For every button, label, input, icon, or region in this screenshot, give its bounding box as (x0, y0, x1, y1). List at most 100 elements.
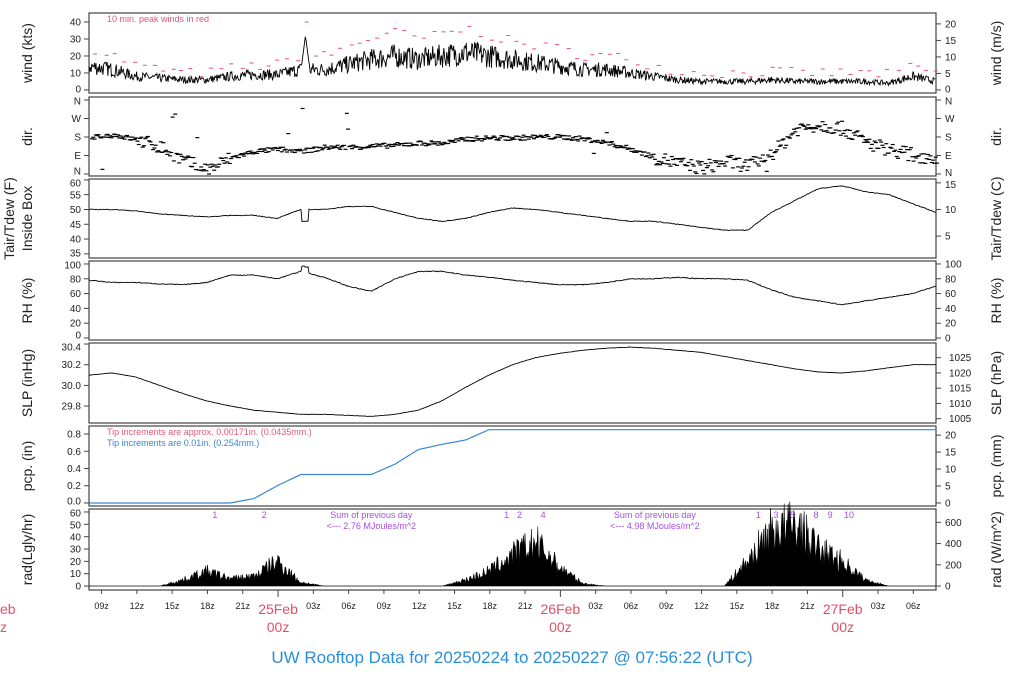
pcp-plot-frame (88, 425, 937, 507)
radiation-area (88, 501, 937, 587)
time-tick-label: 06z (906, 601, 921, 611)
wind-ytick-label: 10 (70, 69, 82, 80)
date-hour-label: 00z (831, 619, 854, 635)
wind-ytick-right-label: 5 (945, 69, 951, 80)
wind-ytick-label: 0 (75, 85, 81, 96)
pcp-ytick-right-label: 10 (945, 465, 957, 476)
pcp-ytick-label: 0.2 (67, 481, 81, 492)
rh-ytick-right-label: 0 (945, 334, 951, 345)
rh-ytick-label: 0 (75, 331, 81, 342)
time-tick-label: 12z (412, 601, 427, 611)
temp-ylabel-right: Tair/Tdew (C) (988, 176, 1004, 260)
slp-ytick-right-label: 1015 (949, 384, 972, 395)
rh-ylabel-right: RH (%) (988, 278, 1004, 324)
rh-ylabel: RH (%) (19, 278, 35, 324)
dir-ytick-right-label: S (945, 133, 952, 144)
solar-hour-label: 2 (517, 510, 522, 520)
dir-ytick-label: W (72, 114, 82, 125)
dir-ytick-right-label: W (945, 114, 955, 125)
rh-ytick-right-label: 40 (945, 304, 957, 315)
time-tick-label: 15z (730, 601, 745, 611)
slp-ytick-label: 30.4 (62, 343, 82, 354)
slp-ytick-right-label: 1025 (949, 353, 972, 364)
time-tick-label: 03z (588, 601, 603, 611)
rad-ytick-right-label: 0 (945, 582, 951, 593)
date-hour-label: 00z (267, 619, 290, 635)
rh-series-line (88, 265, 937, 306)
time-tick-label: 21z (518, 601, 533, 611)
rh-ytick-right-label: 80 (945, 274, 957, 285)
temp-ylabel: Tair/Tdew (F) (1, 177, 17, 259)
daily-sum-label: Sum of previous day (614, 510, 697, 520)
temp-ytick-label: 40 (70, 235, 82, 246)
rad-ytick-label: 20 (70, 557, 82, 568)
solar-hour-label: 9 (828, 510, 833, 520)
pcp-ytick-right-label: 5 (945, 482, 951, 493)
time-tick-label: 15z (165, 601, 180, 611)
solar-hour-label: 8 (814, 510, 819, 520)
temp-plot-frame (88, 178, 937, 259)
temp-ytick-label: 50 (70, 205, 82, 216)
time-tick-label: 09z (659, 601, 674, 611)
rh-ytick-right-label: 100 (945, 260, 962, 271)
time-tick-label: 21z (235, 601, 250, 611)
pcp-ytick-right-label: 0 (945, 499, 951, 510)
date-label: 27Feb (823, 601, 863, 617)
solar-hour-label: 2 (262, 510, 267, 520)
rad-ytick-label: 60 (70, 509, 82, 520)
temp-ytick-right-label: 15 (945, 180, 957, 191)
daily-sum-value: <--- 4.98 MJoules/m^2 (610, 521, 700, 531)
wind-ytick-right-label: 20 (945, 19, 957, 30)
dir-ytick-label: N (74, 166, 81, 177)
wind-note: 10 min. peak winds in red (107, 14, 209, 24)
time-tick-label: 03z (306, 601, 321, 611)
wind-speed-line (88, 36, 936, 87)
dir-ytick-label: S (74, 133, 81, 144)
wind-plot-frame (88, 12, 937, 94)
rh-ytick-label: 60 (70, 289, 82, 300)
pcp-ytick-right-label: 15 (945, 448, 957, 459)
time-tick-label: 18z (200, 601, 215, 611)
time-tick-label: 09z (94, 601, 109, 611)
panel-wind: 0 10 20 30 40 0 5 10 15 20 wind (kts) wind (m/s) 10 … (19, 12, 1004, 96)
time-tick-label: 06z (624, 601, 639, 611)
date-label: 25Feb (258, 601, 298, 617)
pcp-ylabel: pcp. (in) (19, 441, 35, 492)
dir-plot-frame (88, 96, 937, 177)
solar-hour-label: 10 (844, 510, 854, 520)
solar-hour-label: 1 (504, 510, 509, 520)
temp-series-line (88, 185, 937, 231)
rh-ytick-right-label: 60 (945, 289, 957, 300)
solar-hour-label: 1 (756, 510, 761, 520)
pcp-tip-note-blue: Tip increments are 0.01in. (0.254mm.) (107, 438, 259, 448)
time-tick-label: 03z (871, 601, 886, 611)
time-tick-label: 09z (377, 601, 392, 611)
slp-plot-frame (88, 342, 937, 424)
time-tick-label: 06z (341, 601, 356, 611)
wind-ytick-right-label: 15 (945, 36, 957, 47)
slp-ytick-right-label: 1005 (949, 414, 972, 425)
slp-ytick-label: 30.0 (62, 381, 82, 392)
pcp-ylabel-right: pcp. (mm) (988, 435, 1004, 498)
temp-ytick-label: 45 (70, 220, 82, 231)
daily-sum-label: Sum of previous day (330, 510, 413, 520)
time-tick-label: 12z (130, 601, 145, 611)
slp-ytick-right-label: 1020 (949, 368, 972, 379)
pcp-ytick-label: 0.4 (67, 464, 81, 475)
wind-ytick-label: 20 (70, 52, 82, 63)
rad-ytick-label: 40 (70, 533, 82, 544)
rh-ytick-label: 20 (70, 319, 82, 330)
rh-plot-frame (88, 260, 937, 341)
rad-ytick-right-label: 600 (945, 518, 962, 529)
rad-ytick-label: 0 (75, 582, 81, 593)
wind-ylabel-right: wind (m/s) (988, 21, 1004, 87)
date-hour-label: 00z (549, 619, 572, 635)
dir-ytick-right-label: N (945, 168, 952, 179)
panel-pcp: 0.0 0.2 0.4 0.6 0.8 0 5 10 15 20 pcp. (in) pcp. (mm… (19, 425, 1004, 510)
chart-title: UW Rooftop Data for 20250224 to 20250227… (271, 648, 753, 667)
wind-ytick-label: 40 (70, 18, 82, 29)
